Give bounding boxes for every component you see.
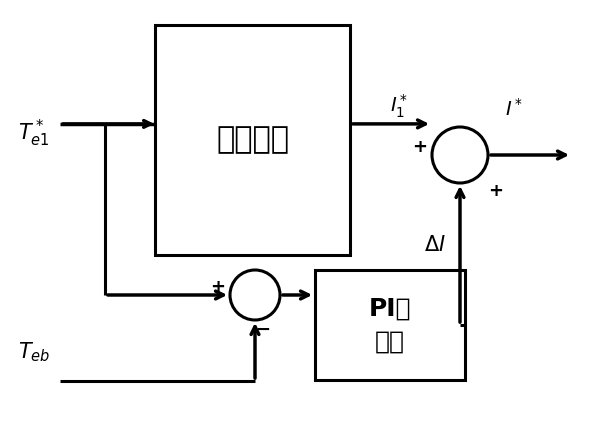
Text: $I^*$: $I^*$	[505, 98, 523, 120]
Text: $T_{e1}^*$: $T_{e1}^*$	[18, 118, 50, 149]
Bar	[155, 25, 350, 255]
Text: +: +	[412, 138, 428, 156]
Text: +: +	[211, 278, 225, 296]
Circle shape	[230, 270, 280, 320]
Text: 计算模块: 计算模块	[216, 125, 289, 155]
Bar	[315, 270, 465, 380]
Circle shape	[432, 127, 488, 183]
Text: $T_{eb}$: $T_{eb}$	[18, 340, 50, 364]
Text: $\Delta I$: $\Delta I$	[424, 235, 446, 255]
Text: +: +	[489, 182, 503, 200]
Text: PI调
节器: PI调 节器	[369, 296, 411, 354]
Text: −: −	[255, 321, 271, 339]
Text: $I_1^*$: $I_1^*$	[390, 93, 408, 120]
